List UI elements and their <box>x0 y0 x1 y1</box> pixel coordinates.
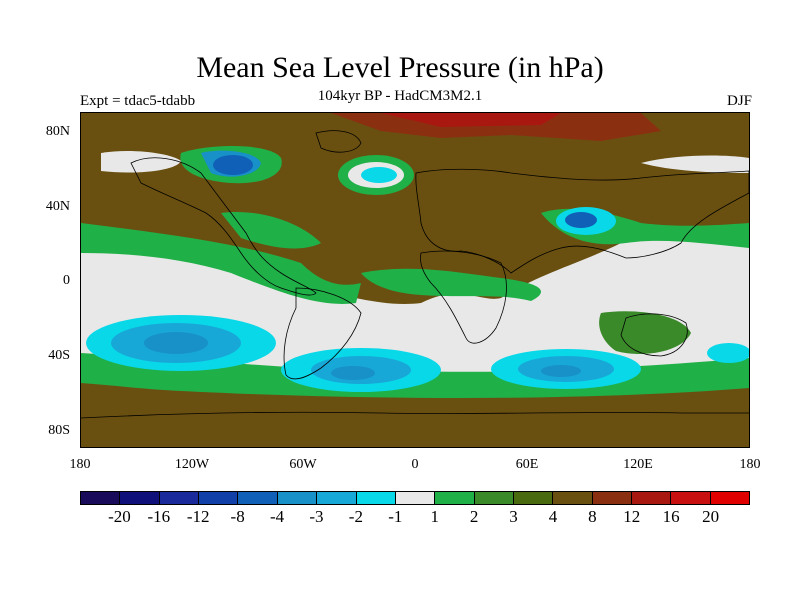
colorbar-tick-label: -12 <box>186 507 210 526</box>
colorbar-swatch <box>553 492 593 504</box>
tibet-low-core <box>565 212 597 228</box>
lon-tick-120w: 120W <box>174 457 210 472</box>
colorbar-tick-label: -2 <box>348 507 363 526</box>
north-atlantic-low <box>361 167 397 183</box>
season-label: DJF <box>726 93 752 109</box>
colorbar <box>80 491 750 505</box>
siberia-pale <box>641 155 749 173</box>
colorbar-tick-label: 8 <box>588 507 597 526</box>
colorbar-tick-label: -4 <box>269 507 285 526</box>
lon-tick-0: 0 <box>411 457 419 472</box>
australia-coast <box>620 313 688 357</box>
tasman-low <box>707 343 749 363</box>
colorbar-swatch <box>81 492 121 504</box>
colorbar-tick-label: 12 <box>623 507 641 526</box>
colorbar-swatch <box>592 492 633 504</box>
africa-coast <box>420 250 507 344</box>
colorbar-tick-label: -20 <box>108 507 131 526</box>
hudson-low-core <box>213 155 253 175</box>
south-indian-low-core <box>541 365 581 377</box>
lat-tick-0: 0 <box>63 273 70 288</box>
colorbar-tick-label: 1 <box>430 507 439 526</box>
colorbar-swatch <box>238 492 278 504</box>
greenland-coast <box>315 130 362 153</box>
colorbar-swatch <box>435 492 475 504</box>
tropical-atlantic-green <box>361 268 541 301</box>
lon-tick-180w: 180 <box>69 457 91 472</box>
colorbar-swatch <box>710 492 750 504</box>
north-pacific-green <box>81 223 361 304</box>
colorbar-tick-label: 2 <box>469 507 479 526</box>
colorbar-swatch <box>474 492 514 504</box>
lon-tick-60e: 60E <box>515 457 539 472</box>
colorbar-tick-label: 16 <box>662 507 680 526</box>
colorbar-swatch <box>513 492 554 504</box>
north-america-green <box>221 212 321 249</box>
lat-tick-40n: 40N <box>45 199 70 214</box>
alaska-pale <box>101 150 181 173</box>
plot-subtitle: 104kyr BP - HadCM3M2.1 <box>317 88 483 104</box>
colorbar-swatch <box>199 492 239 504</box>
north-america-coast <box>130 157 317 296</box>
south-pacific-low-core <box>144 332 208 354</box>
colorbar-tick-label: 4 <box>548 507 558 526</box>
coastlines <box>81 130 749 419</box>
colorbar-swatch <box>395 492 436 504</box>
colorbar-tick-label: -8 <box>230 507 245 526</box>
lon-tick-120e: 120E <box>623 457 653 472</box>
colorbar-tick-label: 3 <box>509 507 518 526</box>
colorbar-swatch <box>317 492 357 504</box>
colorbar-tick-label: 20 <box>702 507 720 526</box>
lat-tick-80s: 80S <box>48 423 70 438</box>
experiment-label: Expt = tdac5-tdabb <box>80 93 196 109</box>
colorbar-swatch <box>671 492 711 504</box>
lon-tick-180e: 180 <box>739 457 761 472</box>
lat-tick-40s: 40S <box>48 348 70 363</box>
south-america-coast <box>283 287 362 380</box>
colorbar-swatch <box>356 492 396 504</box>
australia-green <box>599 311 691 354</box>
arctic-high-core <box>381 113 561 127</box>
colorbar-swatch <box>120 492 160 504</box>
colorbar-swatch <box>159 492 200 504</box>
map-panel <box>80 112 750 448</box>
colorbar-swatch <box>277 492 318 504</box>
colorbar-swatch <box>632 492 672 504</box>
lat-tick-80n: 80N <box>45 124 70 139</box>
antarctica-coast <box>81 411 749 419</box>
colorbar-tick-label: -3 <box>309 507 324 526</box>
colorbar-tick-label: -16 <box>147 507 171 526</box>
south-atlantic-low-core <box>331 366 375 380</box>
eurasia-coast <box>415 168 749 274</box>
pressure-map <box>81 113 749 447</box>
lon-tick-60w: 60W <box>289 457 317 472</box>
plot-title: Mean Sea Level Pressure (in hPa) <box>196 51 604 84</box>
colorbar-tick-label: -1 <box>388 507 403 526</box>
